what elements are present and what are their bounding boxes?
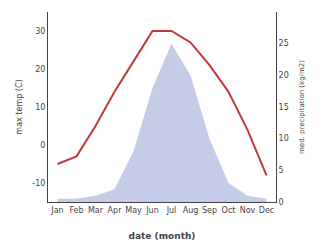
svg-text:10: 10 [35,103,45,112]
svg-text:Sep: Sep [202,206,217,215]
svg-text:max temp (C): max temp (C) [15,79,24,134]
svg-text:15: 15 [279,103,289,112]
svg-text:0: 0 [279,198,284,207]
svg-text:Dec: Dec [259,206,274,215]
svg-text:Mar: Mar [88,206,104,215]
svg-text:Feb: Feb [69,206,83,215]
svg-text:date (month): date (month) [129,231,196,241]
svg-text:Jul: Jul [166,206,177,215]
svg-text:20: 20 [279,71,289,80]
svg-text:Nov: Nov [240,206,256,215]
svg-text:May: May [125,206,142,215]
svg-text:5: 5 [279,166,284,175]
svg-text:med. precipitation (kg/m2): med. precipitation (kg/m2) [298,60,306,154]
svg-text:Jan: Jan [50,206,63,215]
svg-text:Apr: Apr [108,206,123,215]
svg-text:Oct: Oct [222,206,236,215]
svg-text:10: 10 [279,134,289,143]
svg-text:0: 0 [40,141,45,150]
svg-text:20: 20 [35,65,45,74]
svg-text:25: 25 [279,39,289,48]
svg-text:Jun: Jun [145,206,159,215]
svg-text:Aug: Aug [183,206,199,215]
svg-text:30: 30 [35,27,45,36]
svg-text:-10: -10 [32,179,45,188]
